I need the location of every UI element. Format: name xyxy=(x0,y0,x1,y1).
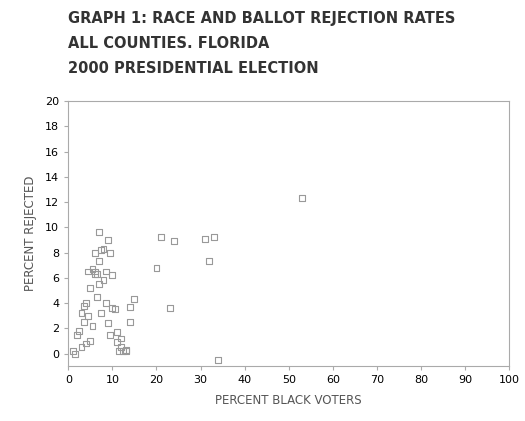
Point xyxy=(84,312,92,319)
Point xyxy=(117,344,125,351)
Point xyxy=(119,348,128,354)
Point xyxy=(79,319,88,325)
Point xyxy=(205,258,214,265)
Point xyxy=(90,249,99,256)
Point xyxy=(121,348,130,354)
Point xyxy=(112,329,121,336)
Text: 2000 PRESIDENTIAL ELECTION: 2000 PRESIDENTIAL ELECTION xyxy=(68,61,319,76)
Point xyxy=(84,268,92,275)
Point xyxy=(90,268,99,275)
Point xyxy=(73,331,81,338)
Point xyxy=(112,339,121,346)
Point xyxy=(71,350,79,357)
Point xyxy=(209,234,218,241)
X-axis label: PERCENT BLACK VOTERS: PERCENT BLACK VOTERS xyxy=(215,394,362,407)
Point xyxy=(86,285,94,291)
Point xyxy=(130,296,139,303)
Point xyxy=(117,335,125,342)
Point xyxy=(165,305,174,312)
Point xyxy=(108,272,117,279)
Point xyxy=(101,268,110,275)
Point xyxy=(77,344,86,351)
Point xyxy=(97,310,106,317)
Point xyxy=(75,328,83,334)
Point xyxy=(88,266,97,272)
Point xyxy=(95,281,103,288)
Point xyxy=(152,264,161,271)
Point xyxy=(121,346,130,353)
Point xyxy=(201,235,209,242)
Point xyxy=(86,338,94,344)
Point xyxy=(68,348,77,354)
Point xyxy=(79,302,88,309)
Point xyxy=(104,237,112,243)
Point xyxy=(99,277,108,284)
Point xyxy=(101,300,110,306)
Point xyxy=(82,340,90,347)
Point xyxy=(93,271,101,277)
Point xyxy=(88,322,97,329)
Point xyxy=(170,238,178,245)
Point xyxy=(93,293,101,300)
Point xyxy=(214,357,223,363)
Point xyxy=(156,234,165,241)
Text: ALL COUNTIES. FLORIDA: ALL COUNTIES. FLORIDA xyxy=(68,36,270,51)
Point xyxy=(97,247,106,253)
Point xyxy=(115,348,123,354)
Point xyxy=(126,304,134,310)
Point xyxy=(298,195,306,202)
Point xyxy=(106,331,114,338)
Y-axis label: PERCENT REJECTED: PERCENT REJECTED xyxy=(24,176,37,291)
Point xyxy=(104,320,112,327)
Point xyxy=(126,319,134,325)
Point xyxy=(95,229,103,236)
Point xyxy=(82,300,90,306)
Point xyxy=(99,245,108,252)
Point xyxy=(110,306,119,313)
Point xyxy=(95,258,103,265)
Point xyxy=(108,305,117,312)
Text: GRAPH 1: RACE AND BALLOT REJECTION RATES: GRAPH 1: RACE AND BALLOT REJECTION RATES xyxy=(68,11,456,26)
Point xyxy=(77,310,86,317)
Point xyxy=(106,249,114,256)
Point xyxy=(90,271,99,277)
